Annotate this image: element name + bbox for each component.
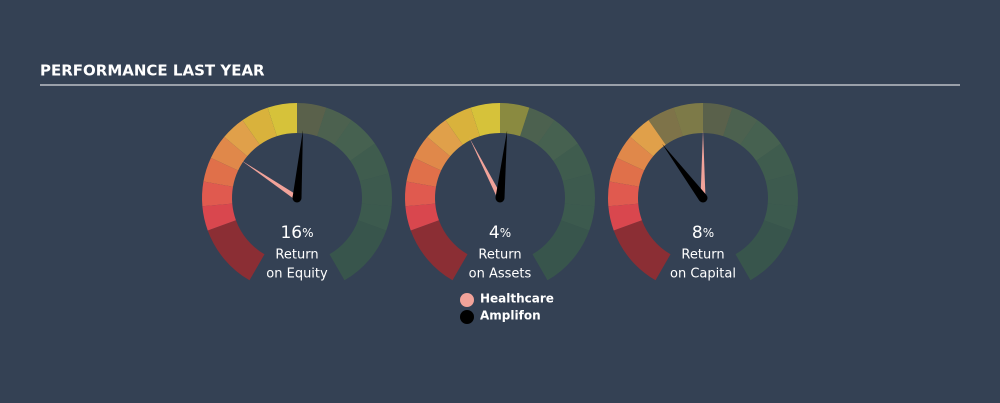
gauge-segment xyxy=(500,103,530,137)
legend: Healthcare Amplifon xyxy=(460,292,554,324)
gauge-segment xyxy=(297,103,327,137)
amplifon-needle-hub xyxy=(698,193,708,203)
legend-label: Healthcare xyxy=(480,292,554,306)
gauge-segment xyxy=(630,120,666,157)
gauge-label: on Capital xyxy=(670,267,736,282)
healthcare-needle xyxy=(240,159,299,201)
gauge-value: 4% xyxy=(489,223,511,243)
gauge-segment xyxy=(735,220,793,281)
gauge-segment xyxy=(723,107,758,145)
gauge-segment xyxy=(267,103,297,137)
section-title: PERFORMANCE LAST YEAR xyxy=(40,62,265,80)
gauge-segment xyxy=(608,203,642,231)
gauge-segment xyxy=(553,143,592,182)
gauge-segment xyxy=(329,220,387,281)
value-number: 8 xyxy=(692,223,703,243)
gauge-value: 16% xyxy=(280,223,313,243)
gauge-segment xyxy=(520,107,555,145)
gauge-segment xyxy=(703,103,733,137)
gauge-segment xyxy=(203,157,239,187)
gauge-segment xyxy=(405,203,439,231)
value-unit: % xyxy=(500,226,511,240)
gauge-segment xyxy=(427,120,463,157)
value-unit: % xyxy=(703,226,714,240)
gauge-segment xyxy=(673,103,703,137)
amplifon-needle-hub xyxy=(495,193,505,203)
healthcare-needle xyxy=(469,137,503,200)
legend-swatch xyxy=(460,293,474,307)
gauge-segment xyxy=(406,157,442,187)
amplifon-needle-hub xyxy=(292,193,302,203)
value-number: 16 xyxy=(280,223,302,243)
gauge-value: 8% xyxy=(692,223,714,243)
gauge-segment xyxy=(613,220,671,281)
gauge-label: Return xyxy=(681,248,724,263)
gauge-segment xyxy=(404,181,436,207)
gauge-label: Return xyxy=(275,248,318,263)
gauge-segment xyxy=(445,107,480,145)
value-unit: % xyxy=(302,226,313,240)
gauges: 16% Return on Equity 4% Return on Assets 8% Ret… xyxy=(202,103,798,282)
gauge-segment xyxy=(609,157,645,187)
gauge-segment xyxy=(242,107,277,145)
gauge-segment xyxy=(470,103,500,137)
gauge-segment xyxy=(608,181,639,207)
gauge-segment xyxy=(317,107,352,145)
legend-label: Amplifon xyxy=(480,309,541,323)
gauge-label: Return xyxy=(478,248,521,263)
gauge-segment xyxy=(210,136,248,171)
gauge-segment xyxy=(410,220,468,281)
gauge-segment xyxy=(359,173,392,207)
gauge-segment xyxy=(740,120,781,161)
gauge-segment xyxy=(537,120,578,161)
gauge-segment xyxy=(202,203,236,231)
gauge-segment xyxy=(561,203,595,231)
gauge-segment xyxy=(532,220,590,281)
gauge-segment xyxy=(207,220,265,281)
gauge-segment xyxy=(334,120,375,161)
value-number: 4 xyxy=(489,223,500,243)
gauge-segment xyxy=(350,143,389,182)
gauge-label: on Equity xyxy=(266,267,328,282)
gauge-segment xyxy=(648,107,683,145)
gauge-segment xyxy=(358,203,392,231)
gauge-segment xyxy=(756,143,795,182)
gauge-segment xyxy=(765,173,798,207)
amplifon-needle xyxy=(662,143,707,201)
gauge-segment xyxy=(202,181,233,207)
gauge-segment xyxy=(764,203,798,231)
gauge-segment xyxy=(616,136,654,171)
amplifon-needle xyxy=(292,130,303,199)
gauge-segment xyxy=(562,173,595,207)
healthcare-needle xyxy=(700,130,706,198)
gauge-segment xyxy=(224,120,260,157)
gauge-segment xyxy=(413,136,451,171)
amplifon-needle xyxy=(495,130,508,199)
gauge-label: on Assets xyxy=(469,267,532,282)
legend-swatch xyxy=(460,310,474,324)
